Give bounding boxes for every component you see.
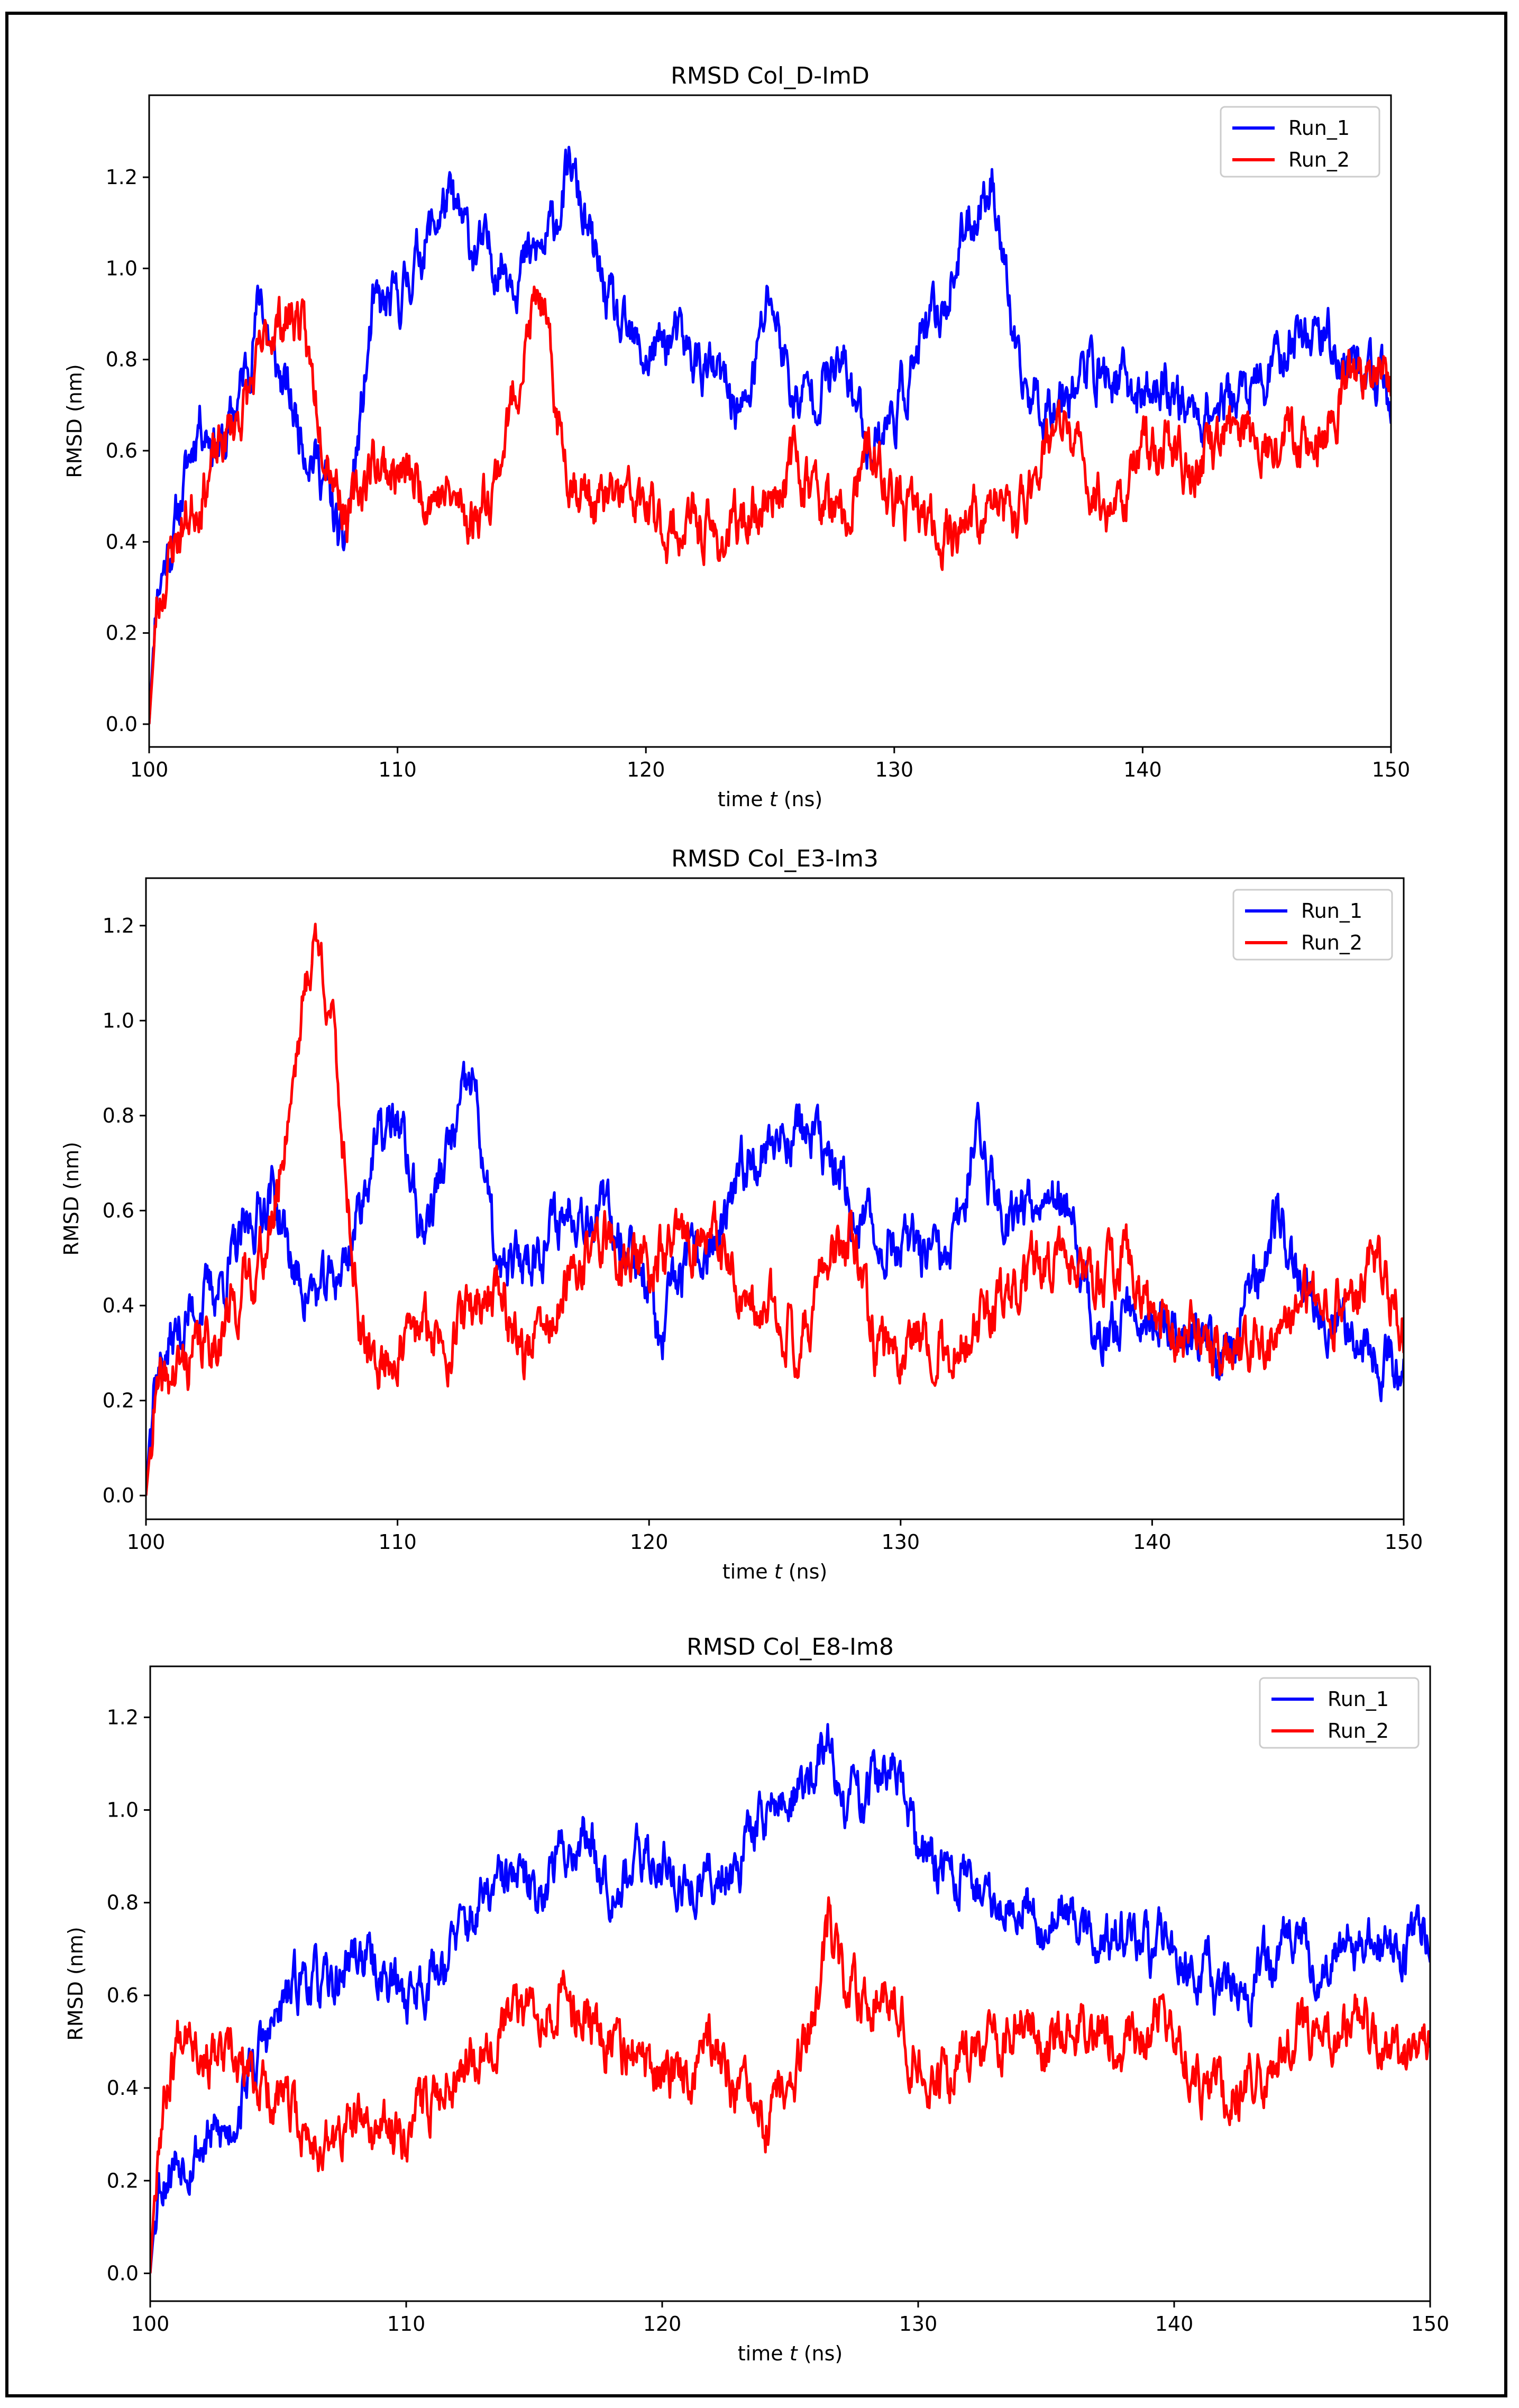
y-tick-label: 0.8 [106, 348, 138, 371]
x-tick-label: 110 [378, 758, 417, 781]
x-axis-label: time t (ns) [722, 1560, 827, 1583]
series-line-run-2 [150, 1896, 1430, 2274]
series-line-run-1 [150, 1723, 1430, 2274]
series-line-run-2 [146, 923, 1404, 1496]
legend-label-run-2: Run_2 [1301, 931, 1362, 954]
legend-label-run-2: Run_2 [1288, 148, 1350, 171]
y-tick-label: 0.8 [107, 1891, 139, 1914]
legend-label-run-1: Run_1 [1328, 1688, 1389, 1711]
x-tick-label: 110 [378, 1530, 417, 1554]
x-tick-label: 130 [875, 758, 914, 781]
x-tick-label: 150 [1372, 758, 1411, 781]
x-tick-label: 140 [1123, 758, 1162, 781]
legend-label-run-1: Run_1 [1301, 899, 1362, 923]
x-tick-label: 120 [627, 758, 665, 781]
figure-frame [5, 12, 1507, 2397]
y-axis-label: RMSD (nm) [60, 1142, 83, 1255]
x-axis-label: time t (ns) [738, 2342, 843, 2365]
y-tick-label: 0.4 [107, 2076, 139, 2100]
y-tick-label: 1.0 [106, 257, 138, 280]
chart-1: 100 110 120 130 140 150 0.0 0.2 0.4 0.6 0.8 1.0 1.2 R… [63, 62, 1410, 811]
x-tick-label: 140 [1155, 2312, 1194, 2336]
y-tick-label: 1.0 [107, 1799, 139, 1822]
x-tick-label: 100 [127, 1530, 166, 1554]
series-line-run-2 [149, 285, 1391, 725]
chart-title: RMSD Col_E8-Im8 [687, 1634, 894, 1661]
y-tick-label: 0.2 [103, 1389, 134, 1412]
y-tick-label: 1.0 [103, 1009, 134, 1032]
y-axis-label: RMSD (nm) [63, 364, 86, 478]
y-tick-label: 0.2 [107, 2169, 139, 2192]
y-tick-label: 1.2 [106, 166, 138, 189]
y-tick-label: 1.2 [107, 1705, 139, 1729]
y-tick-label: 0.8 [103, 1104, 134, 1127]
x-axis-label: time t (ns) [718, 788, 822, 811]
axes-box [145, 877, 1405, 1520]
chart-title: RMSD Col_E3-Im3 [671, 845, 879, 872]
legend-label-run-1: Run_1 [1288, 116, 1350, 140]
y-tick-label: 0.6 [106, 439, 138, 462]
y-tick-label: 0.0 [107, 2261, 139, 2285]
x-tick-label: 150 [1385, 1530, 1423, 1554]
x-tick-label: 150 [1411, 2312, 1450, 2336]
y-tick-label: 0.0 [106, 713, 138, 736]
x-tick-label: 120 [643, 2312, 682, 2336]
legend-label-run-2: Run_2 [1328, 1719, 1389, 1743]
chart-3: 100 110 120 130 140 150 0.0 0.2 0.4 0.6 0.8 1.0 1.2 R… [64, 1634, 1449, 2365]
x-tick-label: 100 [131, 2312, 170, 2336]
x-tick-label: 140 [1133, 1530, 1172, 1554]
chart-2: 100 110 120 130 140 150 0.0 0.2 0.4 0.6 0.8 1.0 1.2 R… [60, 845, 1423, 1583]
y-tick-label: 1.2 [103, 914, 134, 937]
y-tick-label: 0.2 [106, 622, 138, 645]
x-tick-label: 130 [882, 1530, 920, 1554]
y-tick-label: 0.6 [107, 1984, 139, 2007]
axes-box [148, 94, 1392, 748]
x-tick-label: 130 [899, 2312, 938, 2336]
axes-box [149, 1665, 1431, 2302]
y-tick-label: 0.4 [103, 1294, 134, 1317]
series-line-run-1 [149, 145, 1391, 725]
x-tick-label: 110 [387, 2312, 426, 2336]
chart-title: RMSD Col_D-ImD [671, 62, 870, 89]
y-tick-label: 0.4 [106, 530, 138, 553]
y-tick-label: 0.6 [103, 1199, 134, 1222]
series-line-run-1 [146, 1061, 1404, 1496]
x-tick-label: 120 [630, 1530, 669, 1554]
x-tick-label: 100 [130, 758, 169, 781]
y-tick-label: 0.0 [103, 1484, 134, 1507]
y-axis-label: RMSD (nm) [64, 1927, 87, 2040]
